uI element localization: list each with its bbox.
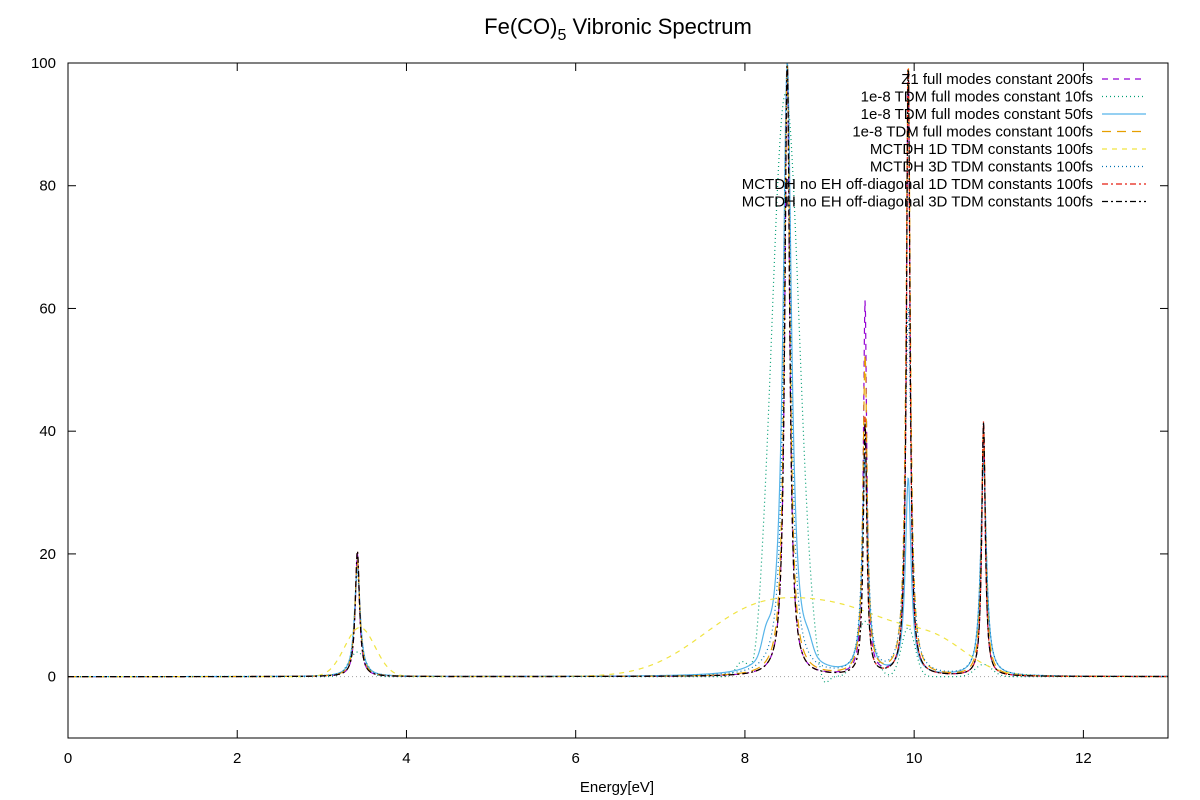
y-tick-label: 0 [48,669,56,686]
series-line [68,596,1168,678]
x-tick-label: 2 [233,750,241,767]
legend-label: MCTDH 3D TDM constants 100fs [870,159,1093,176]
legend-label: MCTDH 1D TDM constants 100fs [870,141,1093,158]
y-tick-label: 80 [39,178,56,195]
x-tick-label: 0 [64,750,72,767]
y-tick-label: 40 [39,423,56,440]
legend-label: MCTDH no EH off-diagonal 3D TDM constant… [742,194,1093,211]
y-tick-label: 20 [39,546,56,563]
chart-title: Fe(CO)5 Vibronic Spectrum [484,14,752,44]
x-tick-label: 10 [906,750,923,767]
legend-label: 1e-8 TDM full modes constant 10fs [861,89,1093,106]
chart-title-subscript: 5 [557,27,566,44]
legend-label: 1e-8 TDM full modes constant 100fs [852,124,1093,141]
x-tick-label: 8 [741,750,749,767]
x-axis-label: Energy[eV] [580,779,654,796]
x-tick-label: 6 [572,750,580,767]
legend-label: MCTDH no EH off-diagonal 1D TDM constant… [742,176,1093,193]
legend-label: 1e-8 TDM full modes constant 50fs [861,106,1093,123]
y-tick-label: 60 [39,300,56,317]
x-tick-label: 12 [1075,750,1092,767]
plot-area: 0 2 4 6 8 10 12 0 20 40 60 80 100 Z1 full modes const… [31,55,1169,767]
legend-label: Z1 full modes constant 200fs [901,71,1093,88]
plot-border [67,62,1169,739]
y-tick-label: 100 [31,55,56,72]
x-tick-label: 4 [402,750,410,767]
series-line [68,66,1168,678]
